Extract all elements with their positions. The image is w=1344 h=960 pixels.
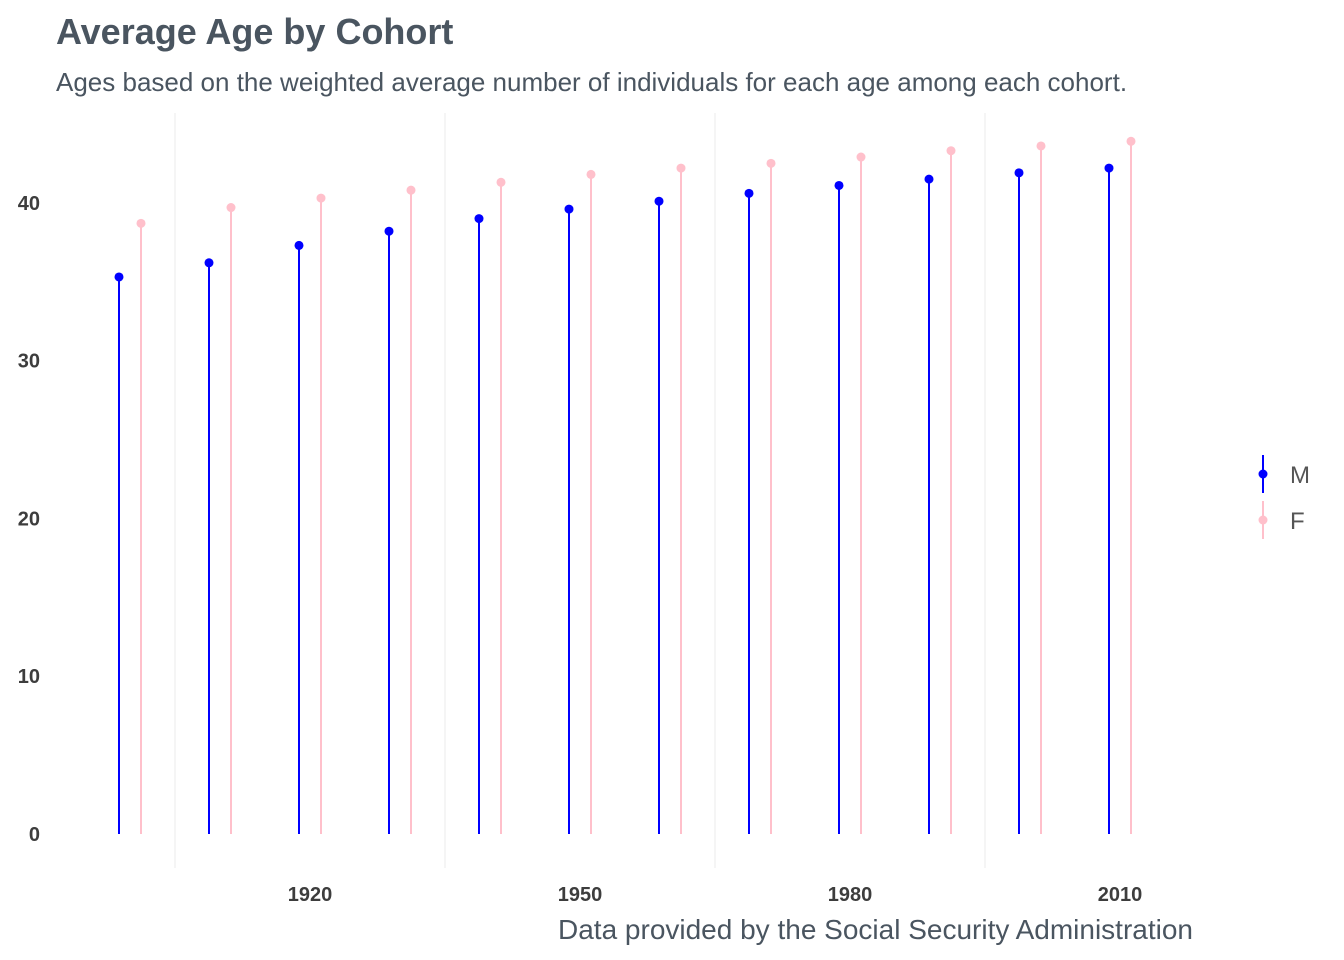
legend-item: M: [1258, 455, 1310, 493]
x-tick-label: 1920: [288, 884, 333, 906]
lollipop-point: [384, 226, 394, 236]
lollipop-point: [834, 180, 844, 190]
legend-label: M: [1290, 462, 1310, 489]
lollipop-point: [204, 258, 214, 268]
lollipop-point: [474, 214, 484, 224]
x-axis: 1920 1950 1980 2010: [288, 884, 1143, 906]
chart-title: Average Age by Cohort: [56, 11, 453, 52]
lollipop-point: [1036, 141, 1046, 151]
lollipop-point: [406, 185, 416, 195]
series-F: [136, 136, 1136, 834]
legend-item: F: [1258, 501, 1305, 539]
legend-label: F: [1290, 508, 1305, 535]
chart-subtitle: Ages based on the weighted average numbe…: [56, 67, 1127, 97]
lollipop-point: [1126, 136, 1136, 146]
grid: [174, 113, 986, 868]
lollipop-point: [586, 169, 596, 179]
lollipop-point: [1014, 168, 1024, 178]
plot-marks: [114, 136, 1136, 834]
x-tick-label: 2010: [1098, 884, 1143, 906]
lollipop-point: [856, 152, 866, 162]
lollipop-point: [676, 163, 686, 173]
y-tick-label: 10: [18, 666, 40, 688]
y-tick-label: 30: [18, 351, 40, 373]
y-tick-label: 40: [18, 193, 40, 215]
lollipop-point: [946, 146, 956, 156]
lollipop-point: [1104, 163, 1114, 173]
lollipop-point: [136, 218, 146, 228]
lollipop-point: [316, 193, 326, 203]
x-tick-label: 1950: [558, 884, 603, 906]
lollipop-point: [226, 203, 236, 213]
lollipop-point: [294, 240, 304, 250]
lollipop-point: [564, 204, 574, 214]
lollipop-point: [744, 188, 754, 198]
lollipop-point: [654, 196, 664, 206]
legend-key-point: [1258, 515, 1268, 525]
lollipop-point: [766, 158, 776, 168]
y-tick-label: 0: [29, 824, 40, 846]
lollipop-point: [496, 177, 506, 187]
lollipop-point: [924, 174, 934, 184]
lollipop-point: [114, 272, 124, 282]
chart-caption: Data provided by the Social Security Adm…: [558, 914, 1193, 945]
legend: MF: [1258, 455, 1310, 539]
y-axis: 0 10 20 30 40: [18, 193, 40, 846]
legend-key-point: [1258, 469, 1268, 479]
series-M: [114, 163, 1114, 834]
y-tick-label: 20: [18, 508, 40, 530]
x-tick-label: 1980: [828, 884, 873, 906]
